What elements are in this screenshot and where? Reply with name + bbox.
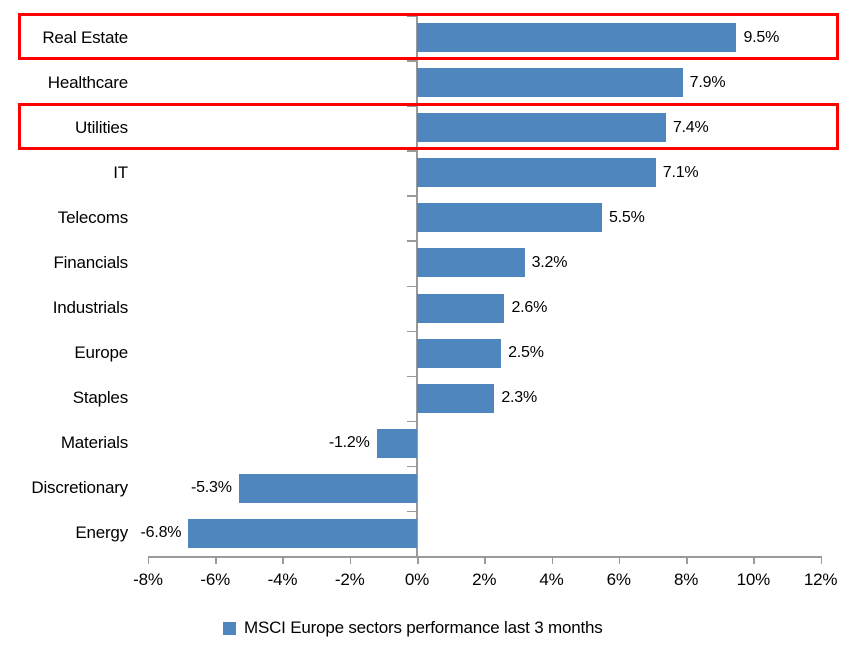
chart-row: IT 7.1%	[0, 150, 852, 195]
category-label: Staples	[72, 388, 129, 408]
category-axis-tick	[407, 285, 416, 287]
chart-row: Real Estate 9.5%	[0, 15, 852, 60]
x-axis-tick-label: 0%	[404, 570, 430, 589]
bar	[417, 383, 495, 413]
chart-row: Financials 3.2%	[0, 240, 852, 285]
legend-label: MSCI Europe sectors performance last 3 m…	[244, 618, 603, 637]
value-label: -6.8%	[140, 524, 182, 542]
category-label: Industrials	[52, 298, 128, 318]
x-axis-tick-label: 4%	[539, 570, 564, 589]
category-axis-tick	[407, 375, 416, 378]
chart-row: Telecoms 5.5%	[0, 195, 852, 240]
x-axis-tick-label: -8%	[133, 570, 163, 589]
category-label: Materials	[60, 433, 128, 453]
category-label: Europe	[74, 343, 128, 363]
category-axis-tick	[407, 510, 416, 513]
chart-row: Industrials 2.6%	[0, 286, 852, 331]
bar	[417, 113, 666, 143]
category-axis-tick	[407, 150, 416, 152]
chart-row: Discretionary -5.3%	[0, 466, 852, 511]
value-label: 3.2%	[531, 253, 568, 271]
highlight-box	[18, 13, 839, 61]
x-axis-tick-label: -4%	[267, 570, 298, 589]
value-label: 5.5%	[608, 208, 645, 226]
category-axis-tick	[407, 60, 416, 62]
category-label: Real Estate	[42, 27, 128, 47]
value-label: 9.5%	[743, 28, 780, 46]
bar	[417, 203, 602, 233]
legend: MSCI Europe sectors performance last 3 m…	[223, 618, 603, 638]
x-axis-tick	[820, 556, 823, 564]
bar	[376, 428, 417, 458]
category-label: Telecoms	[57, 207, 128, 227]
category-label: Energy	[75, 523, 128, 543]
legend-swatch-icon	[223, 621, 236, 635]
x-axis-tick-label: -6%	[200, 570, 231, 589]
highlight-box	[18, 103, 839, 151]
bar	[417, 293, 505, 323]
chart-row: Materials -1.2%	[0, 421, 852, 466]
category-label: Healthcare	[47, 72, 128, 92]
category-axis-line	[416, 15, 418, 556]
chart-row: Staples 2.3%	[0, 376, 852, 421]
x-axis-tick-label: 8%	[673, 570, 699, 589]
x-axis-tick	[484, 556, 486, 564]
bar	[417, 338, 502, 368]
bar	[238, 473, 417, 503]
bar	[417, 23, 737, 53]
x-axis-tick	[282, 556, 284, 564]
x-axis-tick	[215, 556, 217, 564]
category-axis-tick	[407, 330, 416, 333]
x-axis-tick-label: 10%	[736, 570, 771, 589]
x-axis-tick	[753, 556, 755, 564]
value-label: -5.3%	[190, 479, 232, 497]
category-label: Utilities	[75, 117, 128, 137]
chart-row: Healthcare 7.9%	[0, 60, 852, 105]
x-axis-tick-label: 6%	[606, 570, 631, 589]
value-label: 7.1%	[662, 163, 699, 181]
x-axis-tick-label: -2%	[334, 570, 365, 589]
x-axis-tick-label: 12%	[803, 570, 838, 589]
x-axis-tick	[147, 556, 150, 564]
x-axis-tick-label: 2%	[472, 570, 497, 589]
bar	[417, 248, 525, 278]
bar	[417, 68, 683, 98]
category-label: Discretionary	[31, 478, 128, 498]
value-label: 2.5%	[508, 344, 544, 362]
category-axis-tick	[407, 195, 416, 197]
x-axis-tick	[686, 556, 688, 564]
x-axis-tick	[551, 556, 554, 564]
chart-row: Energy -6.8%	[0, 511, 852, 556]
bar	[417, 158, 656, 188]
value-label: 7.9%	[689, 73, 726, 91]
value-label: 2.3%	[501, 389, 538, 407]
x-axis-tick	[618, 556, 621, 564]
category-axis-tick	[407, 465, 416, 468]
x-axis-tick	[349, 556, 352, 564]
category-label: Financials	[53, 252, 128, 272]
chart-row: Europe 2.5%	[0, 331, 852, 376]
category-axis-tick	[407, 420, 416, 423]
value-label: 7.4%	[672, 118, 709, 136]
category-label: IT	[113, 162, 128, 182]
value-label: -1.2%	[328, 434, 370, 452]
chart-row: Utilities 7.4%	[0, 105, 852, 150]
bar	[188, 518, 417, 548]
value-label: 2.6%	[511, 299, 548, 317]
x-axis-tick	[417, 556, 419, 564]
category-axis-tick	[407, 240, 416, 242]
